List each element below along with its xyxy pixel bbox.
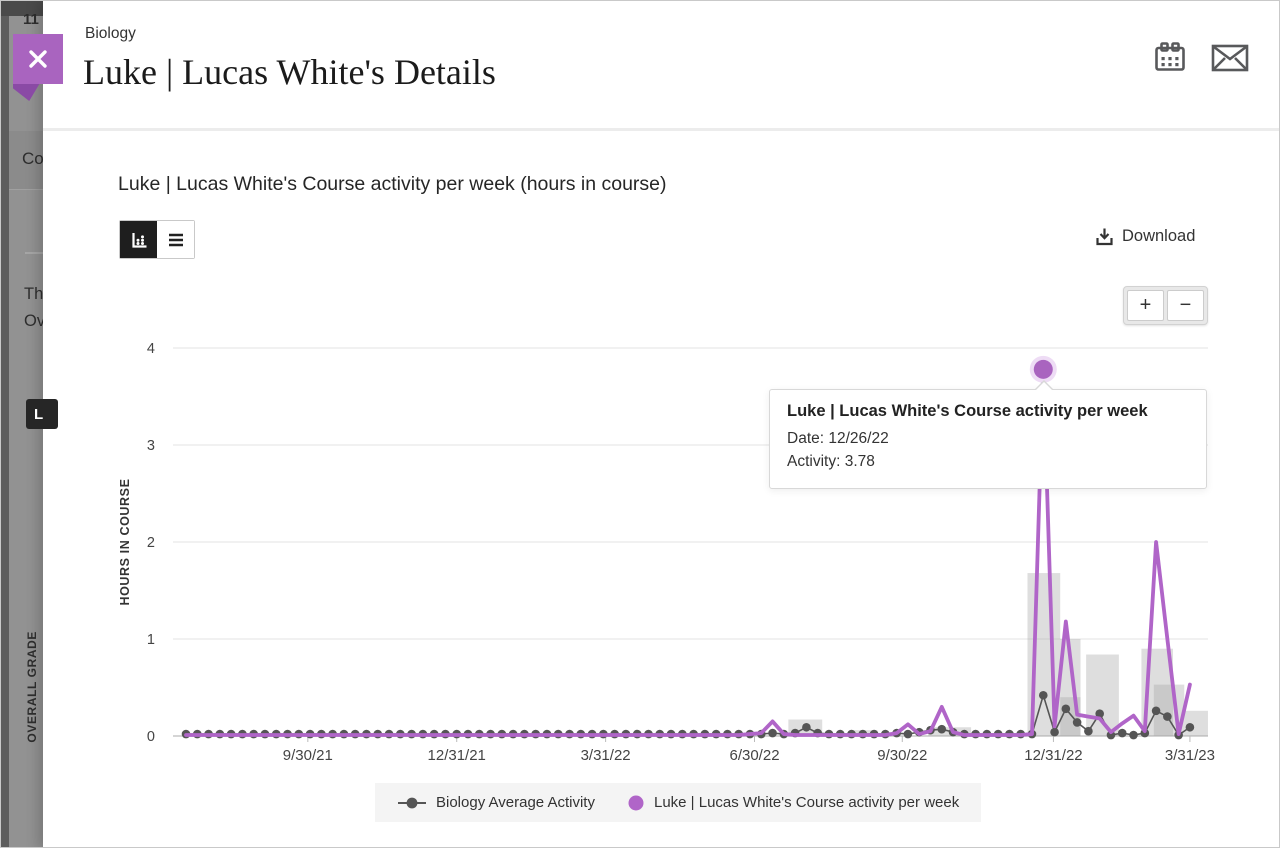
legend-marker-student-icon [628, 795, 644, 810]
background-partial-number: 11 [23, 11, 39, 28]
legend-label-student: Luke | Lucas White's Course activity per… [653, 794, 960, 811]
zoom-out-button[interactable]: − [1167, 290, 1204, 321]
legend-marker-average-icon [398, 797, 426, 808]
table-view-toggle[interactable] [157, 221, 194, 258]
background-divider [25, 252, 43, 254]
background-text-line2: Ov [24, 312, 46, 330]
background-tab-label: Co [22, 149, 44, 168]
tooltip-title: Luke | Lucas White's Course activity per… [787, 402, 1148, 420]
background-top-bar [1, 1, 45, 16]
legend-item-average[interactable]: Biology Average Activity [397, 794, 595, 811]
close-icon [29, 50, 47, 68]
page-title: Luke | Lucas White's Details [83, 52, 496, 92]
close-button[interactable] [13, 34, 63, 84]
download-icon [1096, 228, 1113, 246]
chart-view-toggle[interactable] [120, 221, 157, 258]
background-sidebar-strip [1, 1, 9, 847]
zoom-in-button[interactable]: + [1127, 290, 1164, 321]
overall-grade-vertical-label: OVERALL GRADE [25, 631, 39, 743]
table-list-icon [168, 233, 183, 246]
zoom-controls: + − [1123, 286, 1208, 325]
view-toggle-group [119, 220, 195, 259]
background-tab-band [9, 131, 45, 190]
chart-legend: Biology Average Activity Luke | Lucas Wh… [375, 783, 982, 822]
bar-chart-icon [131, 232, 146, 248]
calendar-icon [1155, 42, 1185, 71]
data-point-tooltip: Luke | Lucas White's Course activity per… [769, 380, 1207, 489]
legend-label-average: Biology Average Activity [436, 794, 595, 811]
email-button[interactable] [1211, 43, 1249, 76]
tooltip-activity: Activity: 3.78 [787, 453, 875, 471]
chart-section-title: Luke | Lucas White's Course activity per… [118, 173, 667, 195]
course-label: Biology [85, 25, 136, 42]
header-divider [43, 128, 1279, 131]
download-label: Download [1122, 227, 1196, 245]
legend-item-student[interactable]: Luke | Lucas White's Course activity per… [627, 794, 959, 812]
email-icon [1211, 44, 1249, 72]
calendar-button[interactable] [1153, 40, 1187, 77]
background-text-line1: Th [24, 285, 44, 303]
grade-badge: L [26, 399, 58, 429]
download-button[interactable]: Download [1088, 225, 1201, 248]
tooltip-date: Date: 12/26/22 [787, 430, 889, 447]
